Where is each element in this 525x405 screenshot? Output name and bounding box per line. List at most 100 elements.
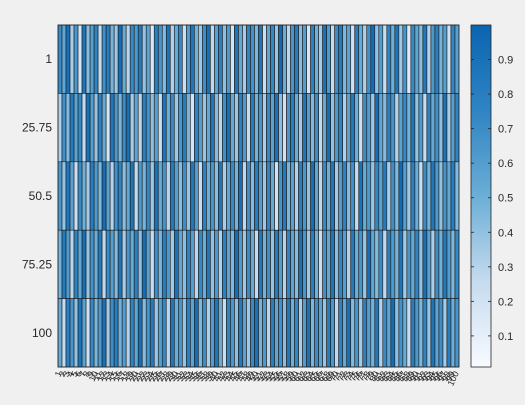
x-tick-label: 84 (383, 370, 396, 383)
x-tick-label: 10 (87, 370, 100, 383)
heatmap-cell (414, 229, 420, 299)
heatmap-cell (282, 24, 287, 94)
heatmap-cell (278, 161, 283, 231)
heatmap-cell (61, 298, 67, 368)
heatmap-cell (250, 229, 255, 299)
x-tick-label: 71 (331, 370, 344, 383)
heatmap-cell (57, 298, 63, 368)
heatmap-cell (394, 229, 400, 299)
heatmap-cell (101, 93, 107, 163)
heatmap-cell (85, 229, 91, 299)
x-tick-label: 20 (127, 370, 140, 383)
heatmap-cell (386, 229, 392, 299)
heatmap-cell (318, 161, 323, 231)
heatmap-cell (310, 24, 315, 94)
heatmap-cell (314, 24, 319, 94)
heatmap-cell (430, 298, 436, 368)
heatmap-cell (306, 229, 311, 299)
heatmap-cell (454, 161, 460, 231)
heatmap-cell (226, 161, 231, 231)
colorbar-tick-label: 0.1 (498, 331, 513, 343)
x-tick-label: 2 (57, 370, 68, 379)
heatmap-cell (149, 229, 155, 299)
heatmap-cell (73, 93, 79, 163)
heatmap-cell (125, 298, 131, 368)
colorbar-tick-label: 0.6 (498, 158, 513, 170)
heatmap-cell (125, 24, 131, 94)
heatmap-cell (226, 298, 231, 368)
heatmap-cell (182, 229, 187, 299)
heatmap-cell (133, 93, 139, 163)
heatmap-cell (117, 229, 123, 299)
x-tick-label: 39 (203, 370, 216, 383)
heatmap-cell (298, 161, 303, 231)
heatmap-cell (69, 161, 75, 231)
heatmap-cell (298, 298, 303, 368)
heatmap-cell (426, 229, 432, 299)
x-tick-label: 32 (175, 370, 188, 383)
heatmap-cell (194, 24, 199, 94)
x-tick-label: 13 (99, 370, 112, 383)
heatmap-cell (326, 93, 331, 163)
x-tick-label: 5 (69, 370, 80, 379)
x-tick-label: 68 (319, 370, 332, 383)
heatmap-cell (406, 229, 412, 299)
heatmap-cell (178, 161, 183, 231)
heatmap-cell (226, 229, 231, 299)
heatmap-cell (302, 229, 307, 299)
heatmap-cell (314, 161, 319, 231)
heatmap-cell (238, 93, 243, 163)
x-tick-label: 36 (191, 370, 204, 383)
heatmap-cell (414, 161, 420, 231)
heatmap-cell (446, 161, 452, 231)
heatmap-cell (286, 298, 291, 368)
heatmap-cell (318, 229, 323, 299)
heatmap-cell (202, 161, 207, 231)
x-tick-label: 81 (371, 370, 384, 383)
heatmap-cell (137, 24, 143, 94)
heatmap-cell (129, 93, 135, 163)
heatmap-cell (378, 161, 384, 231)
heatmap-cell (145, 229, 151, 299)
x-tick-label: 28 (159, 370, 172, 383)
x-tick-label: 74 (343, 370, 356, 383)
heatmap-cell (306, 93, 311, 163)
heatmap-cell (302, 298, 307, 368)
colorbar-tick-label: 0.5 (498, 193, 513, 205)
x-tick-label: 16 (111, 370, 124, 383)
x-tick-label: 54 (263, 370, 276, 383)
heatmap-cell (422, 161, 428, 231)
heatmap-cell (342, 229, 348, 299)
y-tick-label: 25.75 (22, 121, 52, 135)
heatmap-cell (426, 161, 432, 231)
heatmap-cell (182, 93, 187, 163)
x-tick-label: 26 (151, 370, 164, 383)
heatmap-cell (117, 161, 123, 231)
heatmap-cell (334, 229, 340, 299)
heatmap-cell (442, 24, 448, 94)
x-tick-label: 27 (155, 370, 168, 383)
x-tick-label: 46 (231, 370, 244, 383)
heatmap-cell (310, 93, 315, 163)
heatmap-cell (294, 298, 299, 368)
heatmap-cell (314, 229, 319, 299)
heatmap-cell (89, 24, 95, 94)
heatmap-cell (242, 24, 247, 94)
heatmap-cell (258, 229, 263, 299)
x-tick-label: 14 (103, 370, 116, 383)
heatmap-cell (282, 93, 287, 163)
heatmap-cell (77, 24, 83, 94)
heatmap-cell (358, 298, 364, 368)
heatmap-cell (446, 298, 452, 368)
x-tick-label: 41 (211, 370, 224, 383)
heatmap-cell (362, 161, 368, 231)
heatmap-cell (250, 298, 255, 368)
heatmap-cell (77, 298, 83, 368)
heatmap-cell (133, 24, 139, 94)
heatmap-cell (350, 298, 356, 368)
x-tick-label: 47 (235, 370, 248, 383)
heatmap-cell (390, 298, 396, 368)
heatmap-cell (254, 229, 259, 299)
heatmap-cell (218, 229, 223, 299)
heatmap-cell (109, 24, 115, 94)
